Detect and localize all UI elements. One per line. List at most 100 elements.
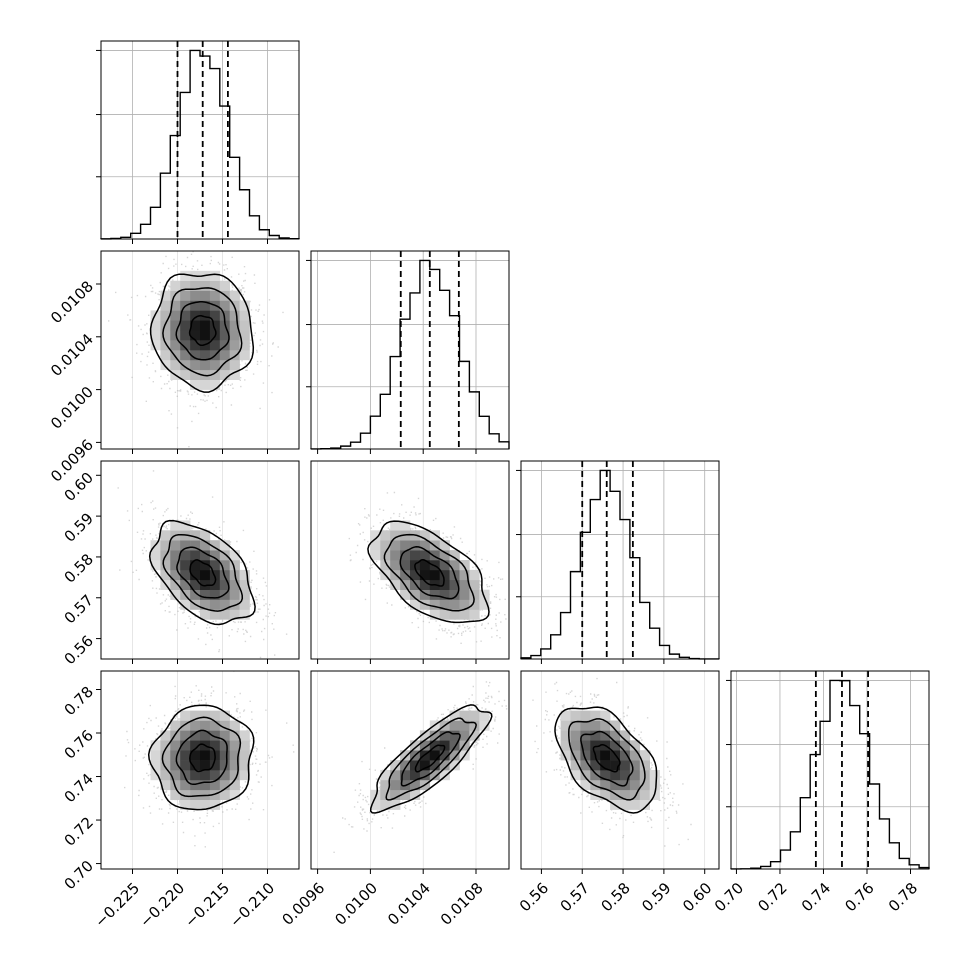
density-cell bbox=[410, 579, 421, 590]
density-cell bbox=[239, 609, 250, 620]
density-cell bbox=[209, 569, 221, 581]
density-cell bbox=[160, 730, 171, 741]
x-tick-label-2-2: 0.58 bbox=[597, 879, 633, 915]
density-cell bbox=[580, 779, 591, 791]
density-cell bbox=[239, 330, 250, 341]
density-cell bbox=[190, 569, 201, 581]
density-cell bbox=[560, 740, 571, 751]
density-cell bbox=[419, 560, 431, 571]
density-cell bbox=[560, 710, 571, 721]
density-cell bbox=[200, 560, 211, 571]
x-tick-label-1-2: 0.0104 bbox=[384, 879, 434, 929]
density-cell bbox=[459, 599, 470, 610]
density-cell bbox=[600, 760, 611, 771]
density-cell bbox=[209, 740, 221, 751]
density-cell bbox=[400, 760, 411, 771]
density-cell bbox=[370, 550, 381, 561]
density-cell bbox=[410, 550, 421, 561]
density-cell bbox=[229, 720, 240, 731]
density-cell bbox=[390, 540, 401, 551]
density-cell bbox=[629, 740, 641, 751]
density-cell bbox=[209, 720, 221, 731]
density-cell bbox=[400, 789, 411, 800]
panel-frame bbox=[730, 670, 930, 870]
density-cell bbox=[620, 730, 631, 741]
density-cell bbox=[370, 530, 381, 541]
x-tick-label-0-0: −0.225 bbox=[91, 879, 143, 931]
density-cell bbox=[219, 369, 230, 380]
panel-frame bbox=[310, 250, 510, 450]
density-cell bbox=[620, 799, 631, 810]
density-cell bbox=[620, 760, 631, 771]
density-cell bbox=[400, 750, 411, 761]
density-cell bbox=[429, 750, 440, 761]
density-cell bbox=[380, 779, 391, 791]
density-cell bbox=[390, 789, 401, 800]
density-cell bbox=[200, 799, 211, 810]
density-cell bbox=[639, 779, 650, 791]
density-cell bbox=[390, 779, 401, 791]
density-panel-3-0 bbox=[124, 671, 295, 869]
density-cell bbox=[160, 290, 171, 301]
density-cell bbox=[419, 530, 431, 541]
density-cell bbox=[570, 760, 581, 771]
density-cell bbox=[449, 750, 460, 761]
y-tick-label-2-1: 0.57 bbox=[61, 591, 97, 627]
density-panel-3-1 bbox=[317, 671, 508, 869]
density-cell bbox=[449, 730, 460, 741]
density-cell bbox=[239, 340, 250, 351]
density-cell bbox=[200, 350, 211, 361]
density-cell bbox=[170, 300, 181, 311]
density-cell bbox=[209, 270, 221, 281]
density-cell bbox=[439, 579, 450, 590]
density-cell bbox=[459, 609, 470, 620]
contour-1 bbox=[175, 729, 228, 786]
density-cell bbox=[469, 720, 480, 731]
density-cell bbox=[229, 300, 240, 311]
density-cell bbox=[219, 760, 230, 771]
density-cell bbox=[180, 310, 191, 321]
density-cell bbox=[410, 569, 421, 581]
contour-0 bbox=[414, 558, 445, 587]
density-cell bbox=[180, 330, 191, 341]
density-cell bbox=[380, 560, 391, 571]
density-cell bbox=[370, 799, 381, 810]
density-cell bbox=[190, 720, 201, 731]
density-cell bbox=[649, 770, 660, 781]
density-cell bbox=[190, 540, 201, 551]
x-tick-label-3-0: 0.70 bbox=[711, 879, 747, 915]
density-cell bbox=[229, 760, 240, 771]
density-cell bbox=[160, 350, 171, 361]
density-cell bbox=[180, 789, 191, 800]
density-cell bbox=[380, 550, 391, 561]
density-cell bbox=[209, 599, 221, 610]
density-cell bbox=[229, 369, 240, 380]
density-cell bbox=[239, 770, 250, 781]
density-cell bbox=[180, 710, 191, 721]
density-cell bbox=[620, 770, 631, 781]
density-cell bbox=[590, 730, 601, 741]
density-cell bbox=[390, 530, 401, 541]
density-cell bbox=[239, 760, 250, 771]
density-cell bbox=[200, 750, 211, 761]
density-cell bbox=[479, 710, 490, 721]
density-cell bbox=[479, 720, 490, 731]
density-cell bbox=[219, 609, 230, 620]
density-cell bbox=[410, 599, 421, 610]
density-cell bbox=[449, 579, 460, 590]
density-cell bbox=[209, 760, 221, 771]
density-cell bbox=[190, 379, 201, 390]
density-cell bbox=[610, 770, 621, 781]
contour-3 bbox=[149, 273, 255, 393]
density-cell bbox=[410, 779, 421, 791]
density-cell bbox=[439, 569, 450, 581]
density-cell bbox=[190, 350, 201, 361]
density-cell bbox=[160, 300, 171, 311]
x-tick-label-0-3: −0.210 bbox=[226, 879, 278, 931]
density-cell bbox=[200, 609, 211, 620]
density-cell bbox=[180, 779, 191, 791]
density-cell bbox=[239, 300, 250, 311]
density-cell bbox=[380, 770, 391, 781]
density-cell bbox=[410, 589, 421, 600]
density-cell bbox=[229, 330, 240, 341]
